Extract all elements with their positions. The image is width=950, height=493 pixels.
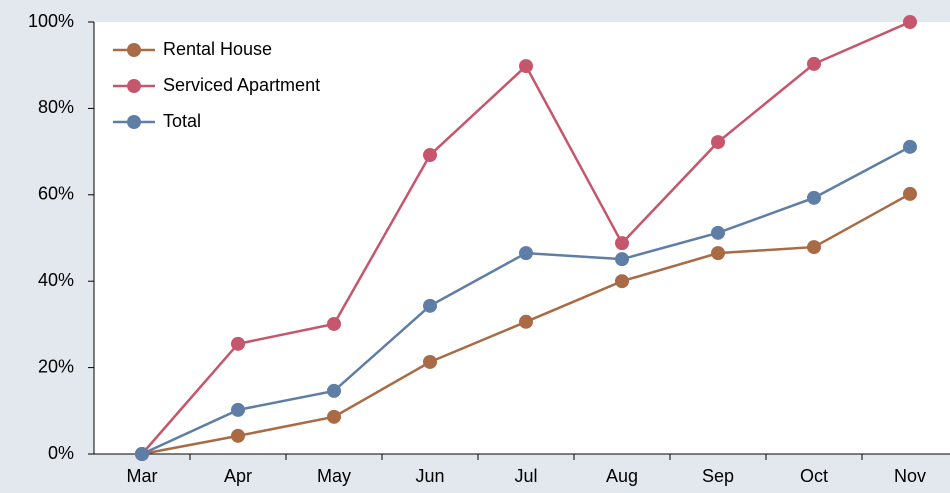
point (903, 15, 917, 29)
legend-label: Serviced Apartment (163, 75, 320, 95)
point (231, 402, 245, 417)
point (807, 190, 821, 205)
point (231, 336, 245, 351)
point (903, 139, 917, 154)
point (423, 354, 437, 369)
legend-label: Total (163, 111, 201, 131)
legend-label: Rental House (163, 39, 272, 59)
point (327, 409, 341, 424)
y-tick-label: 20% (38, 356, 74, 376)
x-tick-label: Apr (224, 466, 252, 486)
point (711, 225, 725, 240)
point (615, 236, 629, 251)
point (327, 383, 341, 398)
point (903, 186, 917, 201)
x-tick-label: May (317, 466, 351, 486)
point (519, 59, 533, 74)
plot-area (94, 22, 950, 454)
point (807, 56, 821, 71)
x-tick-label: Jul (514, 466, 537, 486)
legend-marker (127, 79, 141, 93)
y-tick-label: 100% (28, 11, 74, 31)
point (807, 240, 821, 255)
legend-marker (127, 115, 141, 129)
point (519, 314, 533, 329)
x-tick-label: Aug (606, 466, 638, 486)
x-tick-label: Mar (127, 466, 158, 486)
y-tick-label: 60% (38, 184, 74, 204)
x-tick-label: Jun (415, 466, 444, 486)
point (327, 316, 341, 331)
point (615, 252, 629, 267)
legend-marker (127, 43, 141, 57)
point (519, 246, 533, 261)
x-tick-label: Nov (894, 466, 926, 486)
y-tick-label: 40% (38, 270, 74, 290)
point (135, 447, 149, 461)
point (615, 274, 629, 289)
point (711, 246, 725, 261)
y-tick-label: 0% (48, 443, 74, 463)
point (711, 135, 725, 150)
point (231, 428, 245, 443)
x-tick-label: Oct (800, 466, 828, 486)
point (423, 298, 437, 313)
point (423, 148, 437, 163)
x-tick-label: Sep (702, 466, 734, 486)
y-tick-label: 80% (38, 97, 74, 117)
